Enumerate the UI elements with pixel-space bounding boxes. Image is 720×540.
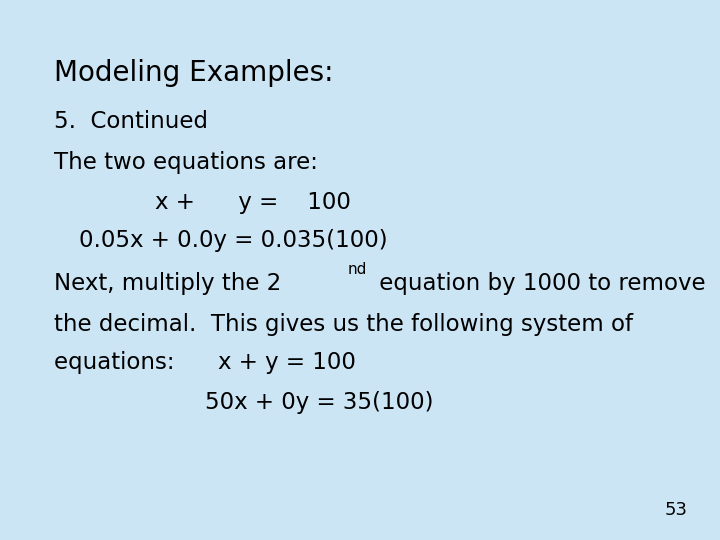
Text: Modeling Examples:: Modeling Examples: [54, 59, 333, 87]
Text: the decimal.  This gives us the following system of: the decimal. This gives us the following… [54, 313, 633, 335]
Text: equations:      x + y = 100: equations: x + y = 100 [54, 352, 356, 374]
Text: nd: nd [347, 262, 366, 278]
Text: 50x + 0y = 35(100): 50x + 0y = 35(100) [205, 391, 433, 414]
Text: 0.05x + 0.0y = 0.035(100): 0.05x + 0.0y = 0.035(100) [79, 229, 388, 252]
Text: 5.  Continued: 5. Continued [54, 110, 208, 133]
Text: The two equations are:: The two equations are: [54, 151, 318, 173]
Text: 53: 53 [665, 502, 688, 519]
Text: x +      y =    100: x + y = 100 [155, 191, 351, 214]
Text: Next, multiply the 2: Next, multiply the 2 [54, 272, 282, 295]
Text: equation by 1000 to remove: equation by 1000 to remove [372, 272, 706, 295]
